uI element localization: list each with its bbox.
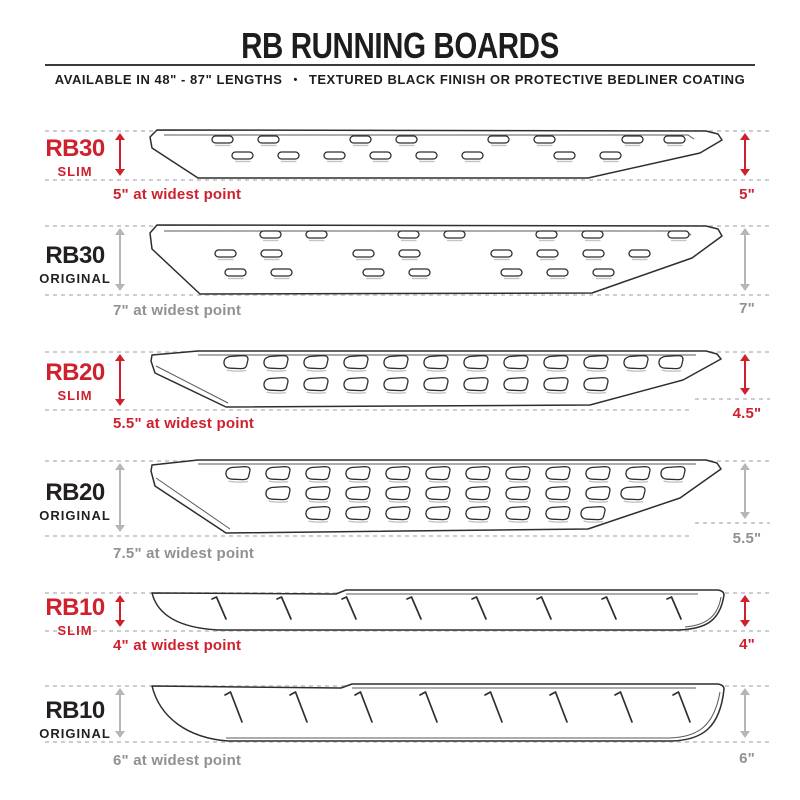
subtitle-lengths: AVAILABLE IN 48" - 87" LENGTHS [54,72,283,87]
running-board-drawing [149,129,723,179]
model-variant: SLIM [57,388,93,403]
model-label-block: RB10 SLIM [25,594,125,638]
title-divider [45,64,755,66]
dashed-guide-bottom [45,741,770,743]
model-name: RB10 [45,594,105,621]
width-note: 7" at widest point [113,302,242,319]
width-note: 6" at widest point [113,752,242,769]
width-note: 5" at widest point [113,186,242,203]
height-note: 5" [739,186,755,203]
model-variant: SLIM [57,164,93,179]
model-variant: ORIGINAL [39,508,111,523]
model-name: RB20 [45,359,105,386]
width-note: 4" at widest point [113,637,242,654]
dashed-guide-bottom [45,630,770,632]
running-board-drawing [151,683,725,742]
model-variant: ORIGINAL [39,726,111,741]
height-arrow [740,463,750,519]
width-arrow [115,595,125,627]
width-note: 7.5" at widest point [113,545,255,562]
running-board-drawing [151,589,725,631]
height-arrow [740,595,750,627]
width-note: 5.5" at widest point [113,415,255,432]
width-arrow [115,354,125,406]
width-arrow [115,463,125,532]
width-arrow [115,688,125,738]
model-name: RB20 [45,479,105,506]
height-note: 5.5" [732,530,762,547]
dashed-guide-bottom [45,294,770,296]
height-arrow [740,228,750,291]
model-label-block: RB30 ORIGINAL [25,242,125,286]
height-note: 7" [739,300,755,317]
model-name: RB30 [45,135,105,162]
model-label-block: RB30 SLIM [25,135,125,179]
model-name: RB30 [45,242,105,269]
running-board-drawing [150,350,722,408]
height-arrow [740,133,750,176]
model-variant: ORIGINAL [39,271,111,286]
width-arrow [115,228,125,291]
height-note: 4" [739,636,755,653]
page-title: RB RUNNING BOARDS [241,25,559,66]
width-arrow [115,133,125,176]
model-label-block: RB10 ORIGINAL [25,697,125,741]
height-note: 6" [739,750,755,767]
running-board-drawing [149,224,723,295]
model-label-block: RB20 ORIGINAL [25,479,125,523]
dashed-guide-right [695,398,770,400]
height-arrow [740,688,750,738]
running-board-drawing [150,459,722,534]
page-subtitle: AVAILABLE IN 48" - 87" LENGTHS • TEXTURED … [0,72,800,87]
subtitle-finish: TEXTURED BLACK FINISH OR PROTECTIVE BEDL… [308,72,746,87]
bullet-separator: • [293,74,298,86]
dashed-guide-right [695,522,770,524]
model-name: RB10 [45,697,105,724]
dashed-guide-bottom [45,409,690,411]
dashed-guide-bottom [45,179,770,181]
height-arrow [740,354,750,395]
height-note: 4.5" [732,405,762,422]
model-variant: SLIM [57,623,93,638]
model-label-block: RB20 SLIM [25,359,125,403]
dashed-guide-bottom [45,535,690,537]
